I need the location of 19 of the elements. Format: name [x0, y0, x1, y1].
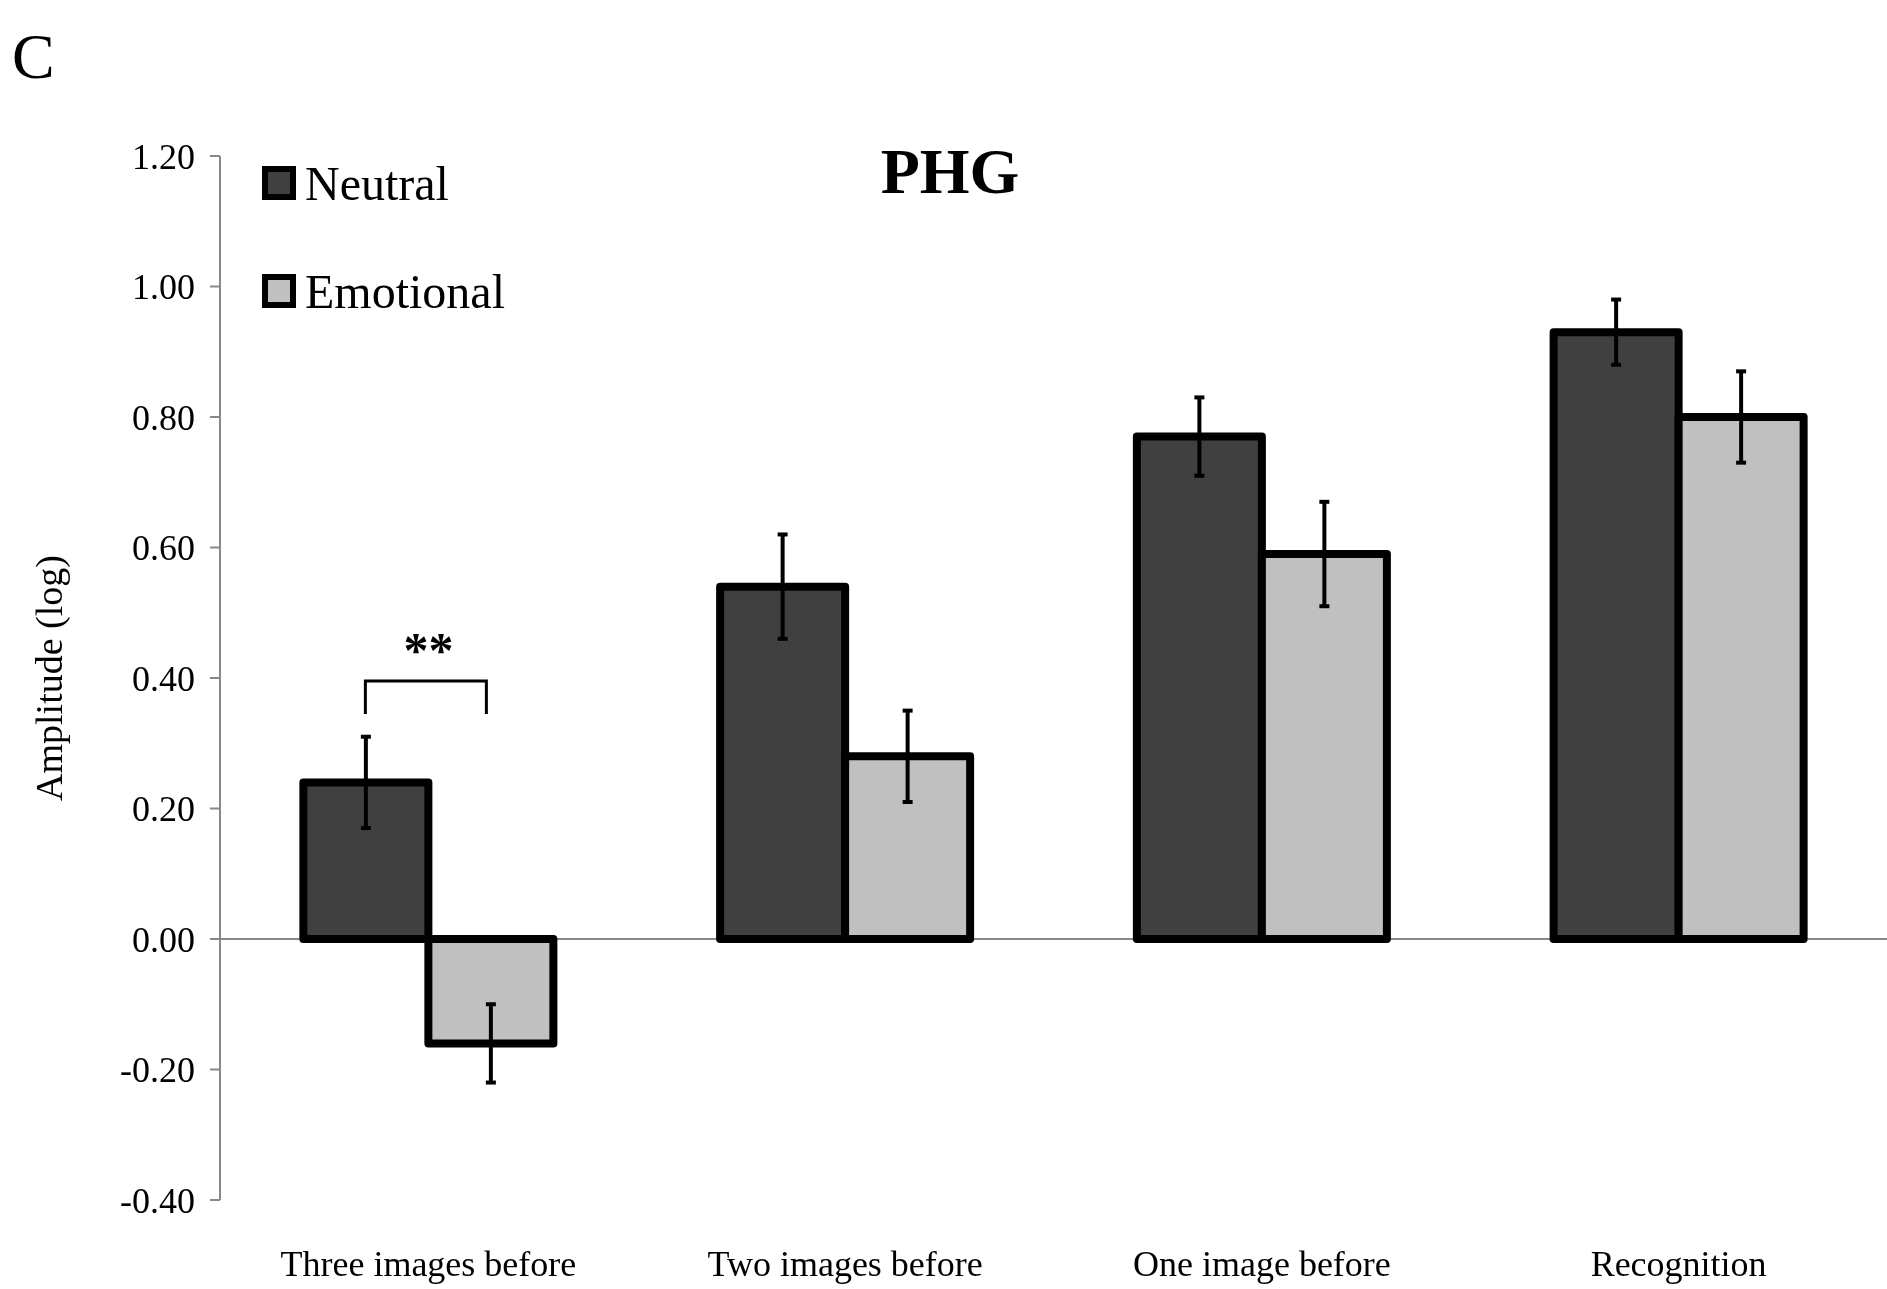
- x-tick-label: Recognition: [1590, 1244, 1767, 1284]
- x-tick-label: One image before: [1132, 1244, 1391, 1284]
- legend-label: Emotional: [305, 264, 505, 318]
- y-tick-label: 0.20: [132, 789, 195, 830]
- text: C: [12, 21, 55, 92]
- y-tick-label: 0.80: [132, 397, 195, 438]
- x-tick-label: Two images before: [707, 1244, 983, 1284]
- y-tick-label: 1.20: [132, 136, 195, 177]
- x-tick-label: Three images before: [280, 1244, 577, 1284]
- y-tick-label: -0.20: [120, 1050, 195, 1091]
- y-tick-label: 0.60: [132, 528, 195, 569]
- y-tick-label: -0.40: [120, 1180, 195, 1221]
- y-tick-label: 1.00: [132, 267, 195, 308]
- annotation: **: [403, 622, 454, 678]
- legend-label: Neutral: [305, 156, 449, 210]
- y-axis-title: Amplitude (log): [28, 555, 71, 801]
- y-tick-label: 0.00: [132, 919, 195, 960]
- chart-title: PHG: [880, 136, 1020, 207]
- y-tick-label: 0.40: [132, 658, 195, 699]
